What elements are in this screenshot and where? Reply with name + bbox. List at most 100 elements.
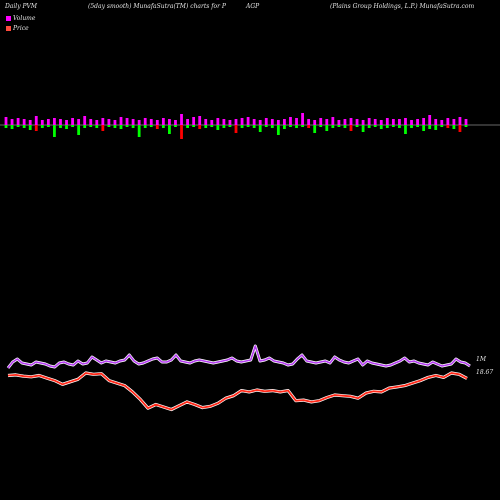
volume-bar-up (458, 117, 462, 125)
legend-price: Price (6, 25, 29, 32)
volume-bar-down (77, 125, 81, 135)
volume-bar-down (204, 125, 208, 128)
volume-bar-down (349, 125, 353, 131)
pvm-line (6, 344, 471, 369)
volume-bar-up (149, 119, 153, 125)
volume-bar-up (404, 118, 407, 125)
volume-bar-down (71, 125, 74, 127)
volume-bar-up (101, 118, 105, 125)
volume-bar-up (143, 118, 147, 125)
volume-bar-down (385, 125, 389, 128)
volume-bar-up (40, 120, 44, 125)
volume-bar-down (137, 125, 141, 137)
volume-bar-up (240, 118, 244, 125)
volume-bar-down (143, 125, 147, 128)
volume-bar-up (343, 119, 347, 125)
volume-bars (4, 113, 468, 139)
volume-bar-down (398, 125, 401, 128)
volume-bar-up (331, 117, 335, 125)
volume-bar-up (222, 119, 226, 125)
volume-bar-down (216, 125, 220, 130)
volume-bar-down (131, 125, 135, 128)
volume-bar-up (34, 116, 38, 125)
volume-bar-down (270, 125, 274, 128)
volume-bar-down (355, 125, 359, 127)
volume-bar-up (452, 119, 456, 125)
price-end-label: 18.67 (476, 369, 493, 376)
volume-bar-down (313, 125, 317, 133)
volume-bar-down (416, 125, 419, 127)
volume-bar-down (391, 125, 395, 127)
volume-bar-up (95, 120, 99, 125)
volume-bar-down (180, 125, 183, 139)
volume-bar-up (289, 117, 292, 125)
volume-bar-up (428, 115, 432, 125)
volume-bar-up (440, 120, 444, 125)
volume-bar-down (228, 125, 232, 127)
price-line (7, 371, 468, 412)
volume-bar-up (216, 118, 220, 125)
volume-bar-down (331, 125, 335, 128)
pvm-end-label: 1M (476, 356, 487, 363)
volume-bar-up (210, 120, 214, 125)
volume-bar-up (28, 120, 32, 125)
price-line-color (7, 372, 468, 411)
volume-bar-down (83, 125, 87, 128)
volume-bar-up (422, 118, 426, 125)
volume-bar-down (22, 125, 26, 128)
volume-bar-down (252, 125, 256, 128)
volume-bar-up (398, 119, 401, 125)
volume-bar-down (155, 125, 159, 129)
volume-bar-down (240, 125, 244, 128)
volume-bar-up (4, 117, 8, 125)
volume-bar-down (464, 125, 468, 127)
volume-bar-up (192, 117, 196, 125)
volume-bar-down (258, 125, 262, 132)
volume-bar-up (258, 120, 262, 125)
volume-bar-down (283, 125, 286, 129)
chart-company: (Plains Group Holdings, L.P.) MunafaSutr… (330, 3, 475, 10)
volume-bar-down (125, 125, 129, 127)
volume-bar-down (107, 125, 111, 127)
volume-bar-up (174, 120, 177, 125)
volume-bar-down (440, 125, 444, 127)
legend-price-swatch (6, 26, 11, 31)
volume-bar-down (337, 125, 341, 127)
volume-bar-down (410, 125, 413, 128)
volume-bar-down (59, 125, 62, 128)
volume-bar-down (404, 125, 407, 134)
volume-bar-up (276, 120, 280, 125)
volume-bar-down (234, 125, 238, 133)
volume-bar-down (16, 125, 20, 127)
volume-bar-up (301, 113, 304, 125)
volume-bar-up (416, 119, 419, 125)
volume-bar-up (355, 119, 359, 125)
volume-bar-down (192, 125, 196, 127)
volume-bar-down (361, 125, 365, 132)
volume-bar-up (46, 119, 50, 125)
volume-bar-down (319, 125, 323, 127)
volume-bar-up (83, 116, 87, 125)
volume-bar-up (313, 120, 317, 125)
volume-bar-down (101, 125, 105, 131)
volume-bar-up (186, 119, 189, 125)
volume-bar-up (65, 120, 68, 125)
volume-bar-up (295, 118, 298, 125)
volume-bar-up (180, 114, 183, 125)
volume-bar-down (367, 125, 371, 128)
volume-bar-up (89, 119, 93, 125)
volume-bar-up (107, 119, 111, 125)
volume-bar-down (174, 125, 177, 127)
volume-bar-down (198, 125, 202, 129)
volume-bar-down (53, 125, 56, 137)
volume-bar-up (410, 120, 413, 125)
volume-bar-up (379, 120, 383, 125)
volume-bar-up (16, 118, 20, 125)
volume-bar-down (186, 125, 189, 128)
pvm-line-color (7, 345, 471, 369)
volume-bar-down (458, 125, 462, 132)
volume-bar-down (276, 125, 280, 135)
volume-bar-down (289, 125, 292, 127)
